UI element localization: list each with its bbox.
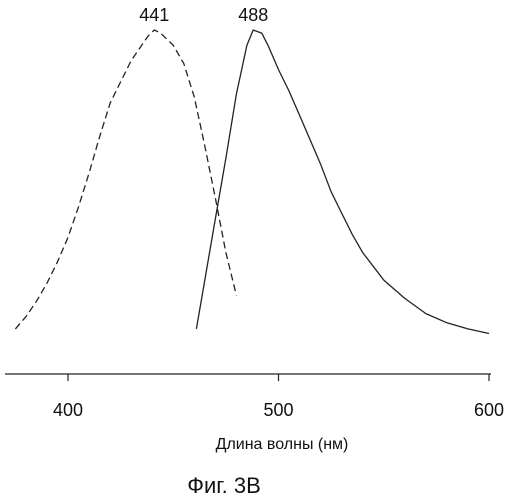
x-tick-label-400: 400: [53, 400, 83, 420]
series-line-441: [15, 30, 236, 329]
series-line-488: [196, 30, 489, 334]
x-axis-ticks: 400 500 600: [53, 374, 504, 420]
x-axis-label: Длина волны (нм): [216, 436, 349, 453]
series-layer: [15, 30, 489, 334]
figure-caption: Фиг. 3B: [187, 473, 261, 498]
peak-labels: 441 488: [139, 5, 268, 25]
peak-label-488: 488: [238, 5, 268, 25]
x-tick-label-500: 500: [263, 400, 293, 420]
x-tick-label-600: 600: [474, 400, 504, 420]
peak-label-441: 441: [139, 5, 169, 25]
